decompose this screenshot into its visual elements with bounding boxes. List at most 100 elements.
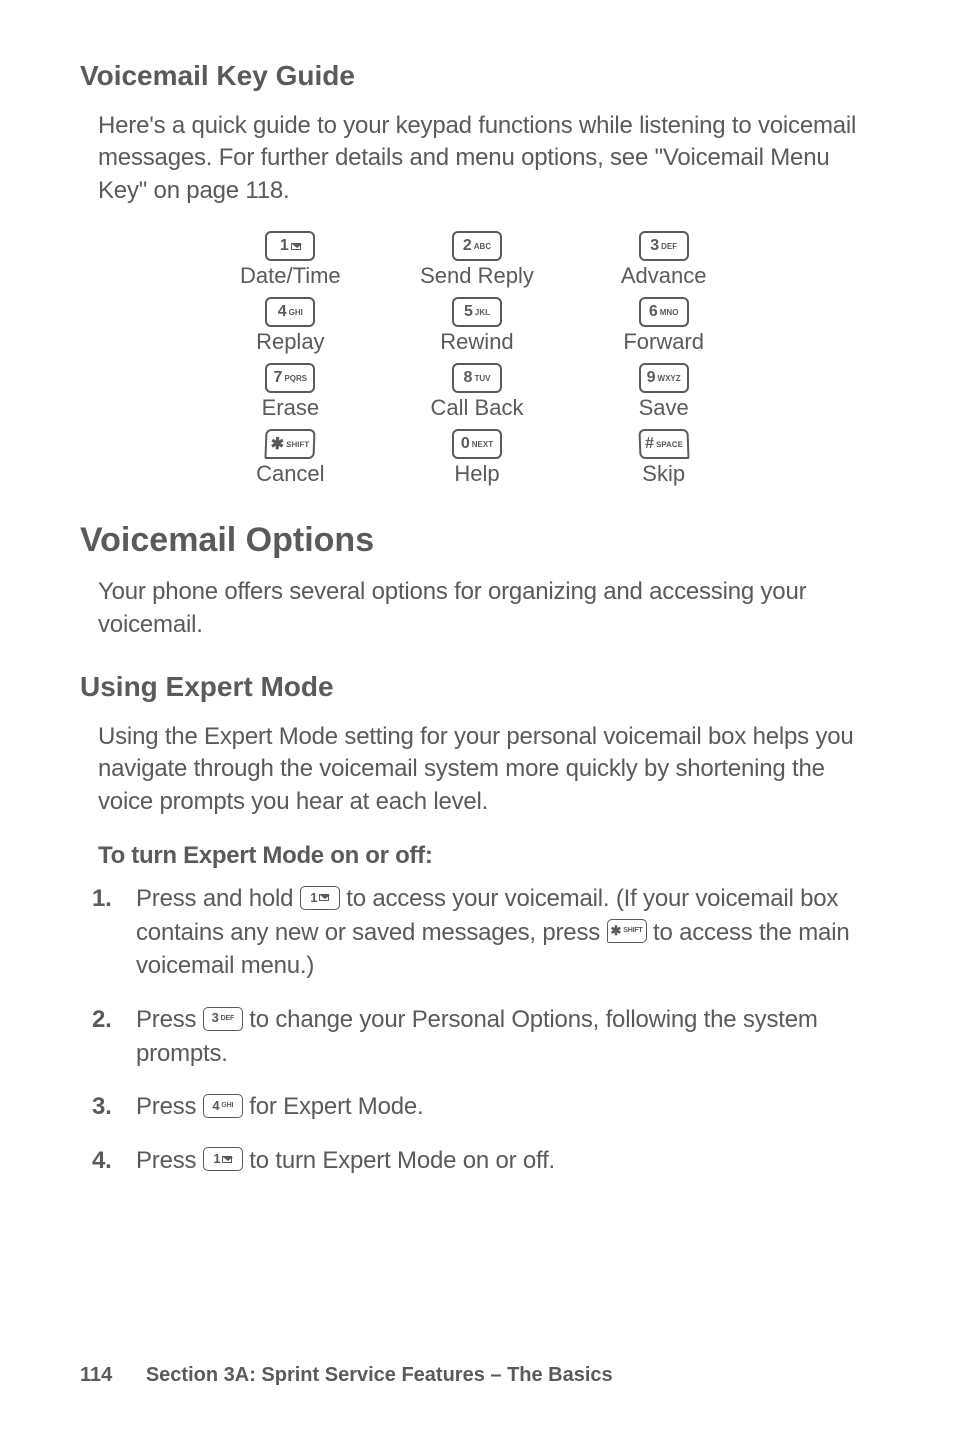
step-text: Press — [136, 1093, 203, 1120]
expert-mode-heading: Using Expert Mode — [80, 671, 874, 703]
footer-text: Section 3A: Sprint Service Features – Th… — [146, 1364, 613, 1386]
steps-list: 1. Press and hold 1 to access your voice… — [80, 882, 874, 1177]
voicemail-options-heading: Voicemail Options — [80, 521, 874, 560]
key-1-icon: 1 — [300, 886, 340, 910]
key-1-icon: 1 — [203, 1147, 243, 1171]
key-digit: ✱ — [611, 922, 622, 940]
key-digit: 1 — [213, 1150, 220, 1168]
keypad-label: Erase — [262, 395, 319, 421]
mail-icon — [319, 894, 329, 901]
keypad-cell: 4GHIReplay — [207, 297, 374, 355]
key-star-icon: ✱SHIFT — [607, 919, 647, 943]
key-sub: GHI — [221, 1101, 233, 1111]
keypad-label: Date/Time — [240, 263, 341, 289]
step-text: Press — [136, 1147, 203, 1174]
step-4: 4. Press 1 to turn Expert Mode on or off… — [136, 1144, 874, 1178]
key-digit: 1 — [310, 889, 317, 907]
keypad-cell: 5JKLRewind — [394, 297, 561, 355]
keypad-cell: 3DEFAdvance — [580, 231, 747, 289]
key-sub: DEF — [221, 1014, 234, 1024]
key-sub: SPACE — [655, 440, 682, 449]
keypad-button-icon: 1 — [265, 231, 315, 261]
step-text: Press — [136, 1006, 203, 1033]
keypad-label: Cancel — [256, 461, 324, 487]
voicemail-key-guide-heading: Voicemail Key Guide — [80, 60, 874, 92]
key-sub: PQRS — [284, 374, 307, 383]
page-number: 114 — [80, 1364, 112, 1386]
keypad-button-icon: 8TUV — [452, 363, 502, 393]
keypad-button-icon: 6MNO — [639, 297, 689, 327]
keypad-cell: 0NEXTHelp — [394, 429, 561, 487]
key-digit: 3 — [650, 237, 659, 255]
keypad-button-icon: #SPACE — [638, 429, 689, 459]
key-sub: DEF — [661, 242, 677, 251]
step-number: 4. — [92, 1144, 112, 1178]
key-sub: MNO — [660, 308, 679, 317]
keypad-label: Forward — [623, 329, 704, 355]
key-digit: 3 — [212, 1009, 219, 1027]
key-sub: NEXT — [472, 440, 493, 449]
key-sub: ABC — [474, 242, 491, 251]
keypad-cell: 2ABCSend Reply — [394, 231, 561, 289]
keypad-button-icon: 0NEXT — [452, 429, 502, 459]
key-digit: 0 — [461, 435, 470, 453]
key-digit: 6 — [649, 303, 658, 321]
keypad-label: Help — [454, 461, 499, 487]
keypad-label: Send Reply — [420, 263, 534, 289]
section1-intro: Here's a quick guide to your keypad func… — [80, 110, 874, 207]
keypad-button-icon: 5JKL — [452, 297, 502, 327]
step-text: to turn Expert Mode on or off. — [249, 1147, 555, 1174]
step-number: 2. — [92, 1003, 112, 1037]
keypad-grid: 1Date/Time2ABCSend Reply3DEFAdvance4GHIR… — [207, 231, 747, 487]
keypad-label: Call Back — [431, 395, 524, 421]
step-3: 3. Press 4GHI for Expert Mode. — [136, 1090, 874, 1124]
keypad-cell: ✱SHIFTCancel — [207, 429, 374, 487]
page-footer: 114 Section 3A: Sprint Service Features … — [80, 1364, 613, 1387]
keypad-cell: 9WXYZSave — [580, 363, 747, 421]
step-2: 2. Press 3DEF to change your Personal Op… — [136, 1003, 874, 1070]
step-number: 3. — [92, 1090, 112, 1124]
key-sub: SHIFT — [623, 926, 642, 936]
keypad-label: Replay — [256, 329, 324, 355]
keypad-button-icon: 3DEF — [639, 231, 689, 261]
key-digit: ✱ — [271, 434, 285, 454]
keypad-label: Skip — [642, 461, 685, 487]
key-4-icon: 4GHI — [203, 1094, 243, 1118]
key-sub: JKL — [475, 308, 490, 317]
key-digit: 7 — [274, 369, 283, 387]
key-digit: 9 — [647, 369, 656, 387]
mail-icon — [222, 1156, 232, 1163]
key-digit: 8 — [464, 369, 473, 387]
keypad-cell: 6MNOForward — [580, 297, 747, 355]
keypad-button-icon: 9WXYZ — [639, 363, 689, 393]
keypad-button-icon: ✱SHIFT — [265, 429, 316, 459]
key-sub: WXYZ — [658, 374, 681, 383]
keypad-label: Advance — [621, 263, 707, 289]
keypad-cell: 8TUVCall Back — [394, 363, 561, 421]
keypad-cell: #SPACESkip — [580, 429, 747, 487]
key-sub: SHIFT — [286, 440, 309, 449]
key-digit: 4 — [278, 303, 287, 321]
keypad-cell: 7PQRSErase — [207, 363, 374, 421]
key-sub: GHI — [289, 308, 303, 317]
key-digit: 5 — [464, 303, 473, 321]
keypad-button-icon: 7PQRS — [265, 363, 315, 393]
mail-icon — [291, 243, 301, 250]
expert-mode-subhead: To turn Expert Mode on or off: — [80, 842, 874, 870]
section2-intro: Your phone offers several options for or… — [80, 576, 874, 641]
key-3-icon: 3DEF — [203, 1007, 243, 1031]
key-digit: 1 — [280, 237, 289, 255]
key-sub: TUV — [474, 374, 490, 383]
keypad-label: Save — [639, 395, 689, 421]
keypad-button-icon: 2ABC — [452, 231, 502, 261]
key-digit: 2 — [463, 237, 472, 255]
step-text: for Expert Mode. — [249, 1093, 423, 1120]
step-text: Press and hold — [136, 885, 300, 912]
step-1: 1. Press and hold 1 to access your voice… — [136, 882, 874, 983]
keypad-button-icon: 4GHI — [265, 297, 315, 327]
key-digit: 4 — [212, 1097, 219, 1115]
keypad-label: Rewind — [440, 329, 513, 355]
section3-intro: Using the Expert Mode setting for your p… — [80, 721, 874, 818]
keypad-cell: 1 Date/Time — [207, 231, 374, 289]
step-number: 1. — [92, 882, 112, 916]
